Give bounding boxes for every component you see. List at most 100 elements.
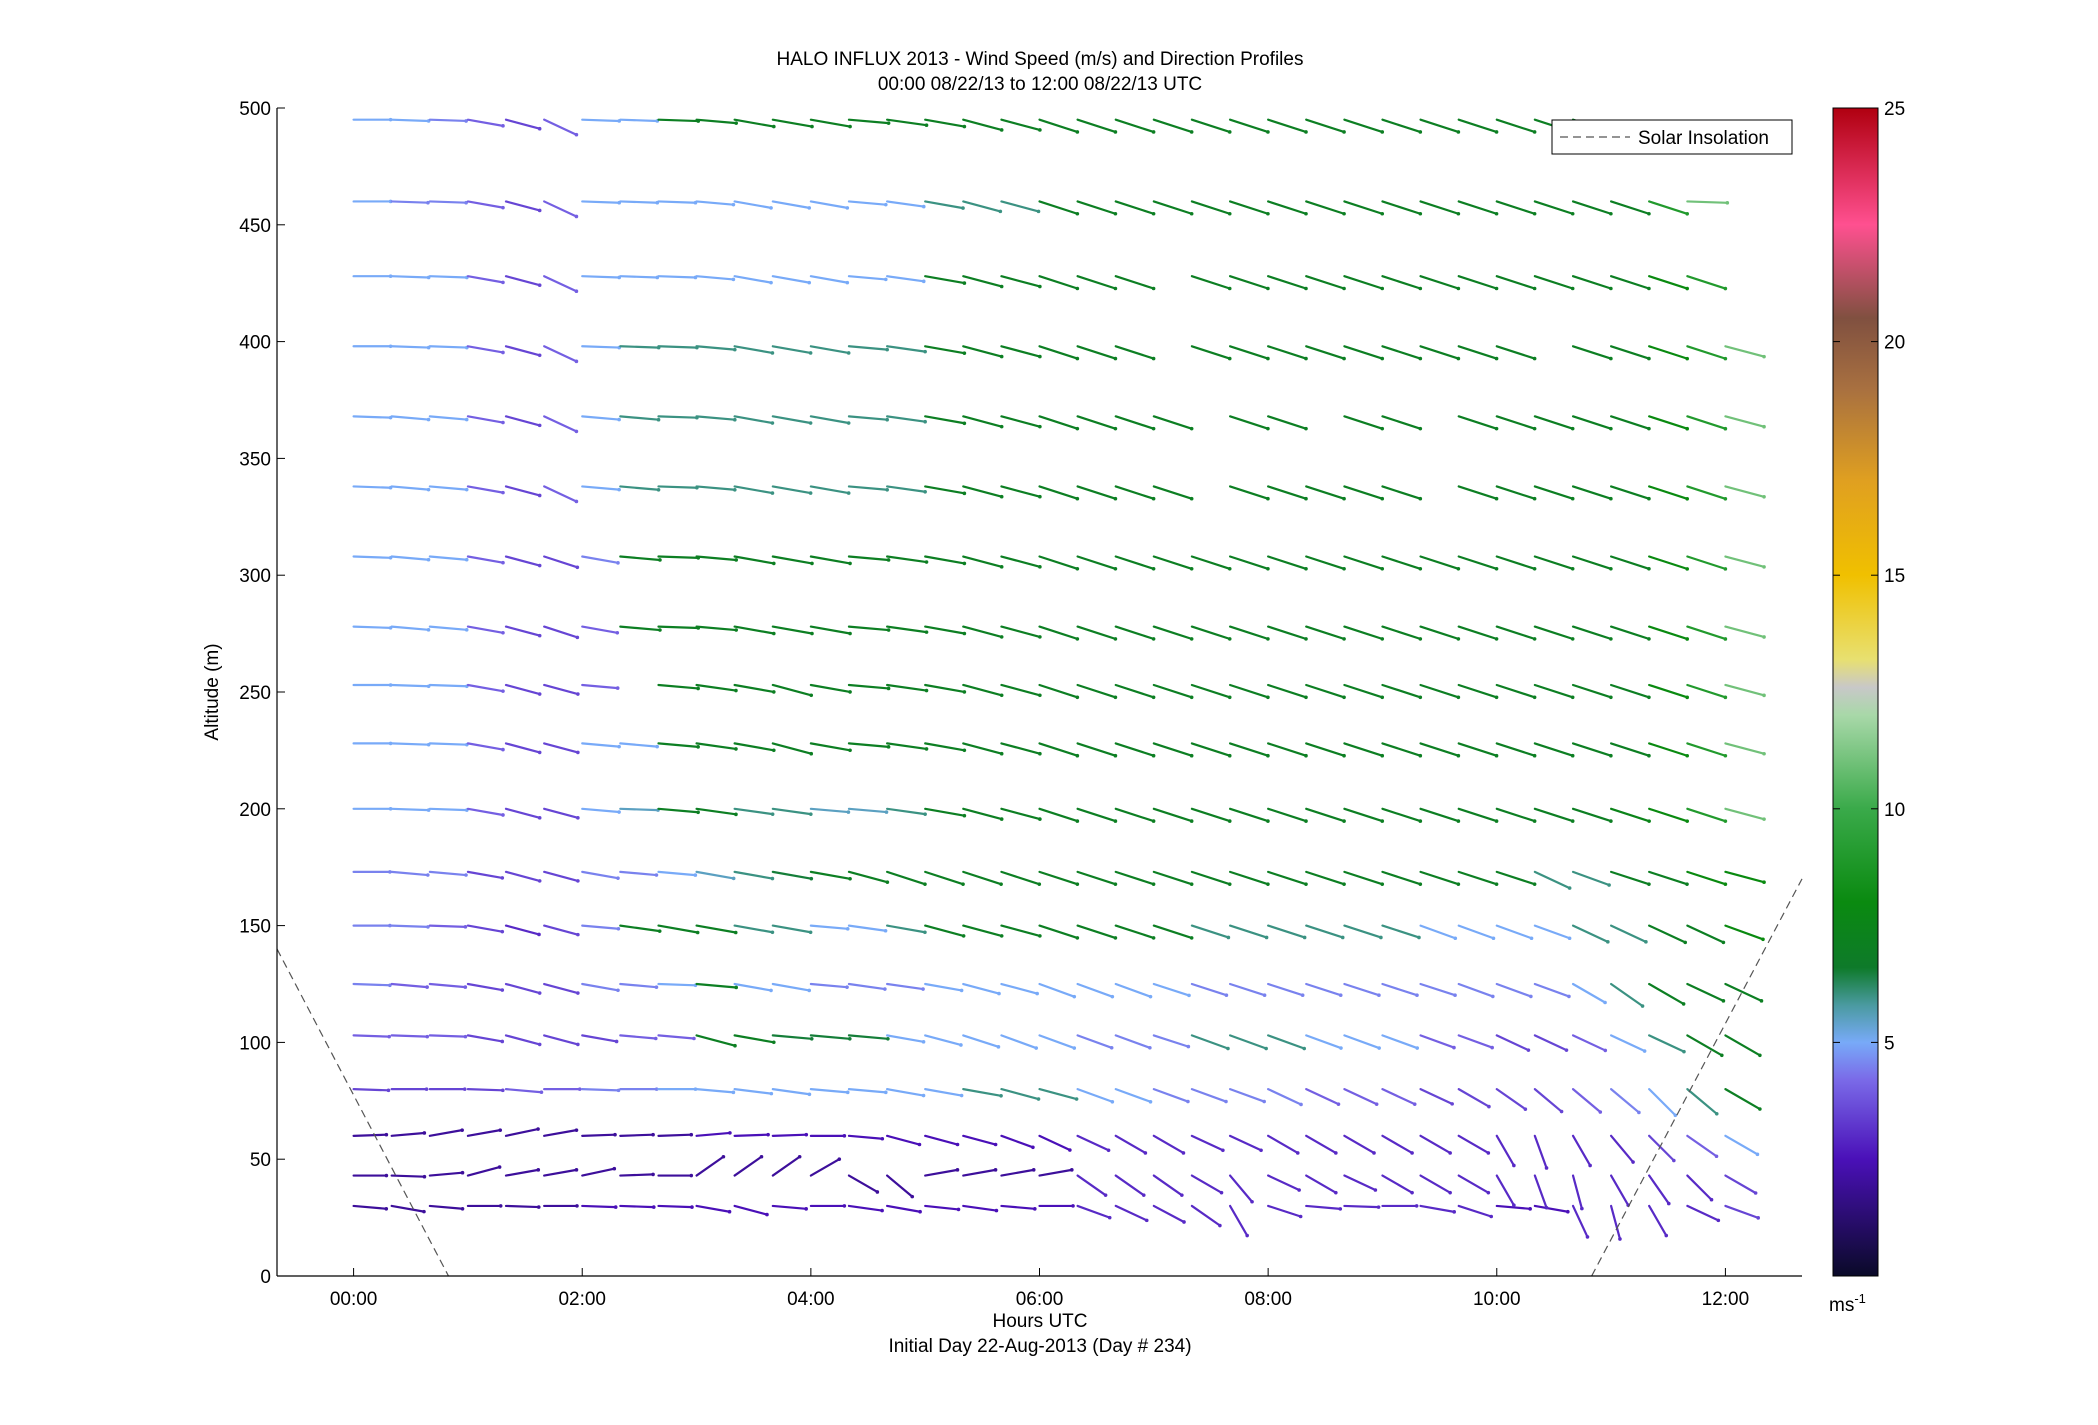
wind-arrow	[809, 870, 852, 880]
wind-arrow-head	[653, 1036, 658, 1041]
wind-arrow	[1686, 275, 1727, 290]
wind-arrow	[1686, 1088, 1718, 1115]
wind-arrow-head	[810, 124, 814, 129]
wind-arrow	[1495, 415, 1536, 430]
wind-arrow	[543, 982, 579, 995]
wind-arrow	[504, 742, 541, 754]
wind-arrow-head	[1031, 1168, 1036, 1172]
wind-arrow	[1419, 118, 1460, 134]
wind-arrow	[1686, 1034, 1723, 1057]
wind-arrow	[1000, 924, 1041, 938]
wind-arrow	[695, 625, 738, 632]
wind-arrow-head	[1342, 637, 1346, 641]
wind-arrow	[1571, 555, 1612, 570]
wind-arrow	[733, 415, 774, 425]
wind-arrow	[1457, 924, 1495, 940]
wind-arrow	[1495, 118, 1536, 134]
wind-arrow-head	[809, 1036, 814, 1041]
wind-arrow-head	[1300, 993, 1305, 998]
y-tick-label: 300	[239, 566, 271, 587]
wind-arrow	[1724, 625, 1766, 639]
wind-arrow	[1343, 683, 1384, 699]
wind-arrow	[1152, 1088, 1190, 1103]
wind-arrow	[581, 275, 621, 279]
wind-arrow-head	[1218, 1223, 1222, 1228]
wind-arrow	[1228, 1034, 1268, 1050]
wind-arrow-head	[734, 812, 738, 817]
wind-arrow-head	[1380, 819, 1385, 823]
wind-arrow-head	[921, 987, 925, 991]
wind-arrow-head	[537, 932, 541, 937]
wind-arrow	[1076, 345, 1117, 360]
wind-arrow	[657, 924, 699, 934]
wind-arrow	[619, 625, 662, 632]
wind-arrow-head	[574, 1128, 579, 1132]
wind-arrow	[1457, 742, 1498, 757]
wind-arrow-head	[1512, 1203, 1516, 1207]
wind-arrow-head	[1075, 130, 1080, 134]
wind-arrow-head	[574, 429, 579, 434]
wind-arrow-head	[1491, 994, 1495, 999]
wind-arrow	[1495, 555, 1536, 570]
wind-arrow-head	[809, 876, 814, 881]
wind-arrow-head	[999, 565, 1004, 569]
wind-arrow	[1533, 870, 1571, 890]
wind-arrow	[771, 1034, 813, 1040]
wind-arrow-head	[1266, 426, 1270, 431]
wind-arrow	[1343, 1134, 1376, 1155]
wind-arrow	[1343, 275, 1384, 290]
y-tick-label: 250	[239, 683, 271, 704]
wind-arrow	[695, 345, 736, 351]
wind-arrow-head	[1299, 1102, 1303, 1107]
wind-arrow	[695, 1034, 737, 1047]
wind-arrow	[543, 118, 578, 136]
wind-arrow	[809, 200, 849, 209]
wind-arrow	[886, 683, 928, 692]
wind-arrow	[924, 1168, 959, 1177]
wind-arrow	[1457, 555, 1498, 570]
wind-arrow-head	[617, 487, 621, 492]
x-tick-label: 02:00	[558, 1289, 606, 1310]
wind-arrow-head	[426, 628, 431, 632]
wind-arrow	[466, 485, 505, 494]
wind-arrow	[1419, 1034, 1456, 1049]
wind-arrow	[1381, 807, 1422, 823]
wind-arrow-head	[1151, 426, 1156, 431]
wind-arrow-head	[1647, 695, 1651, 700]
wind-arrow	[1038, 982, 1076, 998]
wind-arrow	[466, 1129, 502, 1137]
wind-arrow-head	[772, 1040, 776, 1045]
wind-arrow-head	[574, 132, 579, 137]
wind-arrow-head	[500, 1039, 505, 1044]
wind-arrow-head	[464, 873, 468, 877]
wind-arrow-head	[1723, 356, 1728, 361]
wind-arrow	[1648, 1134, 1675, 1162]
wind-arrow-head	[1490, 1045, 1494, 1050]
wind-arrow	[886, 807, 927, 816]
wind-arrow	[581, 200, 621, 204]
wind-arrow	[1190, 924, 1230, 939]
wind-arrow	[657, 1034, 696, 1040]
wind-arrow-head	[1532, 753, 1537, 758]
wind-arrow	[1190, 982, 1228, 997]
wind-arrow	[1114, 485, 1155, 500]
wind-arrow-head	[962, 561, 967, 566]
wind-arrow	[809, 807, 850, 814]
wind-arrow	[428, 1129, 464, 1137]
wind-arrow	[1724, 1204, 1760, 1219]
wind-arrow-head	[728, 1131, 732, 1135]
wind-arrow-head	[1266, 496, 1270, 501]
wind-arrow-head	[1266, 637, 1270, 641]
wind-arrow-head	[574, 1168, 579, 1172]
wind-arrow	[1686, 870, 1727, 886]
wind-arrow-head	[1762, 693, 1766, 698]
wind-arrow-head	[655, 744, 659, 749]
wind-arrow	[1571, 345, 1612, 360]
wind-arrow	[1495, 1088, 1527, 1111]
wind-arrow-head	[576, 692, 580, 696]
wind-arrow-head	[1418, 496, 1423, 501]
wind-arrow-head	[962, 421, 967, 426]
wind-arrow-head	[1342, 753, 1346, 758]
wind-arrow-head	[576, 750, 580, 755]
wind-arrow	[1648, 1204, 1668, 1237]
